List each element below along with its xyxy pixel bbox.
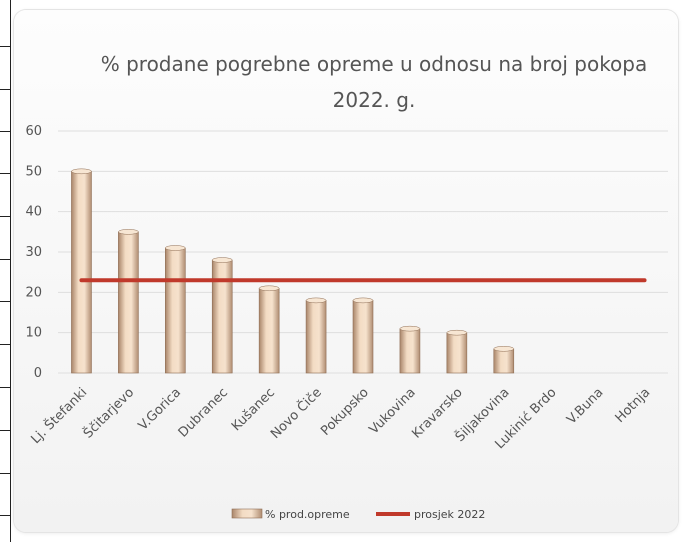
bar-cap (118, 229, 139, 235)
legend: % prod.opreme prosjek 2022 (231, 508, 485, 521)
bar (399, 328, 421, 374)
y-tick-label: 20 (25, 285, 42, 300)
strip-tick (0, 216, 10, 217)
y-tick-label: 60 (25, 124, 42, 139)
bar-cap (446, 329, 468, 336)
strip-tick (0, 387, 10, 388)
bar (352, 300, 374, 374)
legend-label-bars: % prod.opreme (265, 508, 350, 521)
y-tick-label: 0 (34, 366, 42, 381)
bar (493, 348, 515, 374)
y-axis-tick-labels: 0 10 20 30 40 50 60 (25, 124, 42, 381)
strip-tick (0, 344, 10, 345)
bar-cap (305, 297, 327, 304)
bar-cap (352, 297, 374, 304)
y-tick-label: 30 (25, 245, 42, 260)
x-tick-label: Pokupsko (318, 385, 372, 439)
legend-swatch-bars (231, 508, 263, 519)
y-tick-label: 40 (25, 205, 42, 220)
x-tick-label: Ščitarjevo (80, 384, 137, 441)
bar-series (71, 168, 515, 374)
x-tick-label: Novo Čiče (267, 385, 324, 442)
strip-tick (0, 131, 10, 132)
bar-cap (399, 325, 421, 332)
x-tick-label: Lj. Štefanki (28, 385, 91, 448)
bar-cap (258, 285, 280, 292)
y-tick-label: 10 (25, 326, 42, 341)
strip-tick (0, 473, 10, 474)
strip-tick (0, 46, 10, 47)
bar (446, 332, 468, 374)
strip-tick (0, 89, 10, 90)
strip-tick (0, 301, 10, 302)
bar (118, 231, 139, 374)
bar (165, 247, 186, 374)
x-tick-label: Kušanec (229, 385, 278, 434)
strip-tick (0, 173, 10, 174)
bar (211, 259, 233, 374)
x-tick-label: Hotnja (613, 385, 654, 426)
bar (305, 300, 327, 374)
bar (258, 287, 280, 374)
strip-tick (0, 515, 10, 516)
x-tick-label: V.Buna (564, 385, 606, 427)
bar-cap (165, 245, 186, 251)
bar (71, 171, 92, 374)
bar-cap (211, 257, 233, 263)
strip-tick (0, 430, 10, 431)
left-border-strip (0, 0, 11, 542)
x-axis-tick-labels: Lj. ŠtefankiŠčitarjevoV.GoricaDubranecKu… (28, 384, 654, 452)
x-tick-label: Dubranec (176, 385, 231, 440)
y-tick-label: 50 (25, 164, 42, 179)
chart-title: % prodane pogrebne opreme u odnosu na br… (100, 52, 648, 112)
legend-label-line: prosjek 2022 (414, 508, 485, 521)
strip-tick (0, 259, 10, 260)
bar-cap (71, 168, 92, 175)
bar-cap (493, 346, 515, 352)
x-tick-label: V.Gorica (136, 385, 184, 433)
